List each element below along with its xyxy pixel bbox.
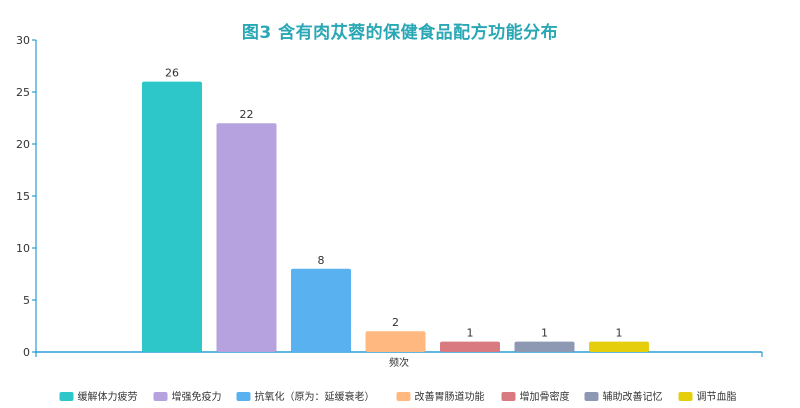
legend-label: 抗氧化（原为：延缓衰老） [255, 390, 375, 403]
bar [291, 268, 351, 352]
legend-swatch [501, 392, 516, 401]
data-label: 1 [541, 327, 548, 340]
legend-label: 缓解体力疲劳 [78, 390, 138, 403]
data-label: 2 [392, 316, 399, 329]
legend-label: 改善胃肠道功能 [415, 390, 485, 403]
bar [142, 81, 202, 352]
legend-swatch [678, 392, 693, 401]
legend-label: 增强免疫力 [172, 390, 222, 403]
x-axis-label: 频次 [389, 356, 409, 369]
y-tick-label: 20 [16, 138, 30, 151]
y-tick-label: 30 [16, 34, 30, 47]
bar [216, 123, 277, 352]
data-label: 26 [165, 67, 179, 80]
y-tick-label: 10 [16, 242, 30, 255]
bar [440, 341, 500, 352]
data-label: 8 [318, 254, 325, 267]
legend-swatch [236, 392, 251, 401]
y-tick-label: 0 [23, 346, 30, 359]
y-tick-label: 5 [23, 294, 30, 307]
chart-title: 图3 含有肉苁蓉的保健食品配方功能分布 [241, 23, 559, 43]
y-tick-label: 15 [16, 190, 30, 203]
legend-swatch [584, 392, 599, 401]
bar [514, 341, 575, 352]
legend-label: 调节血脂 [697, 390, 737, 403]
data-label: 1 [616, 327, 623, 340]
bar [589, 341, 649, 352]
legend-label: 增加骨密度 [520, 390, 570, 403]
y-tick-label: 25 [16, 86, 30, 99]
legend-swatch [396, 392, 411, 401]
data-label: 1 [467, 327, 474, 340]
legend-swatch [153, 392, 168, 401]
bar [365, 331, 426, 352]
legend-swatch [59, 392, 74, 401]
legend-label: 辅助改善记忆 [603, 390, 663, 403]
data-label: 22 [240, 108, 254, 121]
